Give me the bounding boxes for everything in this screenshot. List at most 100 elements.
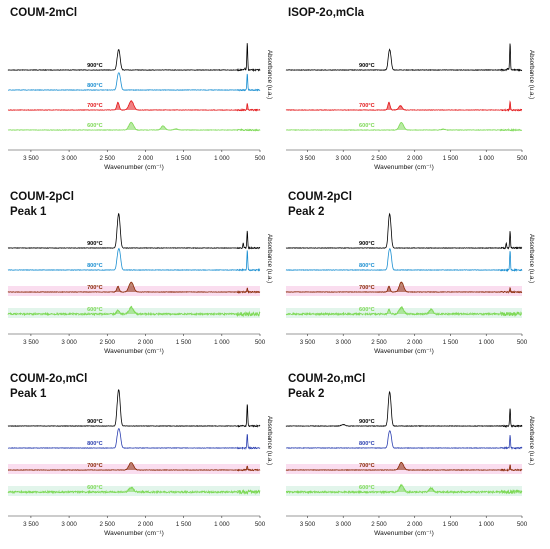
series-800C: 800°C xyxy=(7,247,261,272)
series-label: 700°C xyxy=(87,463,103,469)
series-line xyxy=(7,100,261,112)
series-label: 700°C xyxy=(87,103,103,109)
x-tick-label: 2 500 xyxy=(371,521,387,528)
series-700C: 700°C xyxy=(285,100,523,112)
x-axis-label: Wavenumber (cm⁻¹) xyxy=(104,348,164,355)
series-line xyxy=(7,462,261,472)
series-line xyxy=(285,305,523,318)
x-axis-label: Wavenumber (cm⁻¹) xyxy=(374,530,434,537)
x-tick-label: 2 000 xyxy=(407,339,423,346)
series-700C: 700°C xyxy=(7,281,261,296)
series-600C: 600°C xyxy=(286,121,523,132)
x-axis-label: Wavenumber (cm⁻¹) xyxy=(104,164,164,171)
series-line xyxy=(7,43,261,73)
series-label: 600°C xyxy=(359,485,375,491)
chart-title: ISOP-2o,mCla xyxy=(288,7,365,19)
series-line xyxy=(285,461,523,472)
x-tick-label: 1 000 xyxy=(214,155,230,162)
x-tick-label: 1 000 xyxy=(214,339,230,346)
series-line xyxy=(285,212,523,250)
x-tick-label: 1 000 xyxy=(214,521,230,528)
series-label: 600°C xyxy=(87,123,103,129)
x-tick-label: 1 000 xyxy=(479,155,495,162)
series-label: 600°C xyxy=(359,123,375,129)
chart-subtitle: Peak 2 xyxy=(288,388,324,400)
chart-title: COUM-2mCl xyxy=(10,7,77,19)
series-label: 700°C xyxy=(359,463,375,469)
x-tick-label: 3 000 xyxy=(61,155,77,162)
x-tick-label: 1 500 xyxy=(443,339,459,346)
chart-subtitle: Peak 1 xyxy=(10,206,47,218)
series-line xyxy=(8,428,261,450)
x-tick-label: 3 000 xyxy=(61,521,77,528)
chart-subtitle: Peak 1 xyxy=(10,388,47,400)
series-label: 800°C xyxy=(87,263,103,269)
x-tick-label: 3 500 xyxy=(300,521,316,528)
series-label: 600°C xyxy=(87,307,103,313)
x-tick-label: 2 500 xyxy=(100,521,116,528)
x-axis-label: Wavenumber (cm⁻¹) xyxy=(374,348,434,355)
series-900C: 900°C xyxy=(285,43,523,73)
chart-panel-5: COUM-2o,mCl Peak 1 Absorbance (u.a.) 900°C 8… xyxy=(7,373,273,537)
series-label: 800°C xyxy=(87,441,103,447)
series-line xyxy=(7,486,261,495)
x-tick-label: 3 500 xyxy=(23,339,39,346)
x-tick-label: 2 000 xyxy=(407,155,423,162)
chart-panel-3: COUM-2pCl Peak 1 Absorbance (u.a.) 900°C 800… xyxy=(7,191,273,355)
x-tick-label: 3 500 xyxy=(23,155,39,162)
series-label: 900°C xyxy=(87,419,103,425)
chart-title: COUM-2pCl xyxy=(288,191,352,203)
series-line xyxy=(7,121,261,132)
chart-subtitle: Peak 2 xyxy=(288,206,324,218)
series-label: 700°C xyxy=(87,285,103,291)
x-tick-label: 2 500 xyxy=(371,339,387,346)
x-tick-label: 3 500 xyxy=(23,521,39,528)
chart-panel-2: ISOP-2o,mCla Absorbance (u.a.) 900°C 700°C 6… xyxy=(285,7,535,171)
series-label: 600°C xyxy=(359,307,375,313)
y-axis-label: Absorbance (u.a.) xyxy=(266,50,273,99)
x-tick-label: 1 000 xyxy=(479,339,495,346)
chart-title: COUM-2o,mCl xyxy=(10,373,87,385)
x-tick-label: 1 500 xyxy=(176,155,192,162)
series-line xyxy=(285,100,523,112)
y-axis-label: Absorbance (u.a.) xyxy=(528,416,535,465)
series-600C: 600°C xyxy=(285,305,523,318)
x-tick-label: 3 500 xyxy=(300,155,316,162)
series-line xyxy=(285,281,523,294)
x-tick-label: 3 000 xyxy=(335,155,351,162)
x-tick-label: 1 500 xyxy=(443,155,459,162)
series-label: 900°C xyxy=(87,241,103,247)
y-axis-label: Absorbance (u.a.) xyxy=(266,416,273,465)
series-line xyxy=(285,43,523,73)
series-900C: 900°C xyxy=(7,43,261,73)
series-line xyxy=(7,389,261,428)
x-tick-label: 3 000 xyxy=(335,521,351,528)
x-tick-label: 500 xyxy=(255,155,266,162)
series-line xyxy=(285,483,523,495)
x-tick-label: 3 500 xyxy=(300,339,316,346)
series-800C: 800°C xyxy=(8,428,261,450)
series-800C: 800°C xyxy=(285,248,523,272)
x-tick-label: 3 000 xyxy=(335,339,351,346)
series-label: 700°C xyxy=(359,103,375,109)
chart-panel-4: COUM-2pCl Peak 2 Absorbance (u.a.) 900°C 800… xyxy=(285,191,535,355)
y-axis-label: Absorbance (u.a.) xyxy=(266,234,273,283)
chart-title: COUM-2o,mCl xyxy=(288,373,365,385)
y-axis-label: Absorbance (u.a.) xyxy=(528,50,535,99)
x-tick-label: 2 500 xyxy=(100,339,116,346)
series-line xyxy=(8,72,261,92)
series-600C: 600°C xyxy=(7,305,261,318)
series-line xyxy=(286,430,523,451)
x-tick-label: 2 000 xyxy=(138,339,154,346)
series-label: 700°C xyxy=(359,285,375,291)
x-tick-label: 500 xyxy=(517,339,528,346)
x-tick-label: 2 000 xyxy=(138,155,154,162)
series-label: 900°C xyxy=(359,419,375,425)
x-tick-label: 1 000 xyxy=(479,521,495,528)
series-600C: 600°C xyxy=(7,485,261,496)
series-label: 900°C xyxy=(359,241,375,247)
series-label: 900°C xyxy=(359,63,375,69)
x-tick-label: 500 xyxy=(255,339,266,346)
series-600C: 600°C xyxy=(285,483,523,496)
